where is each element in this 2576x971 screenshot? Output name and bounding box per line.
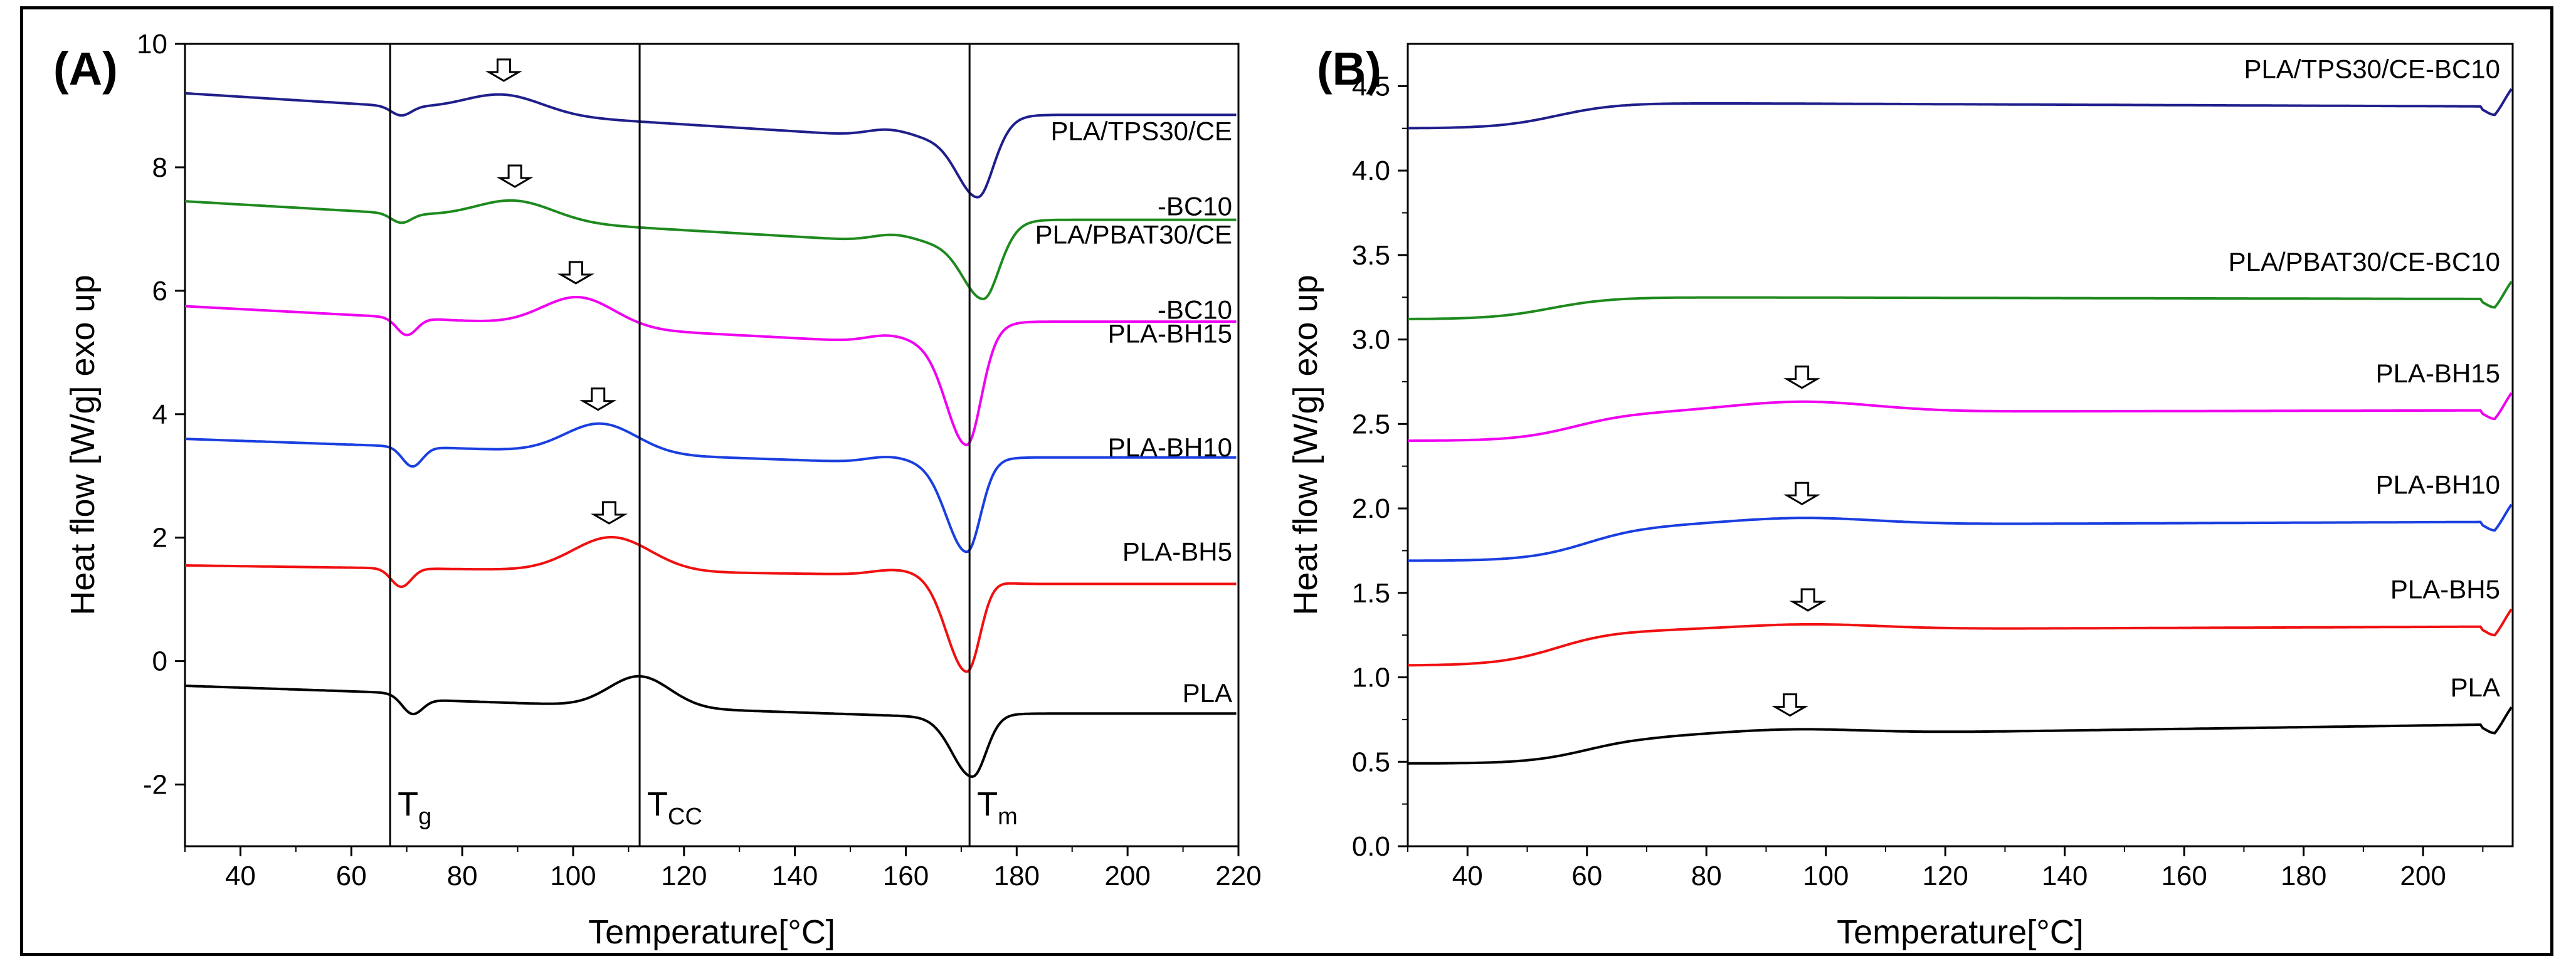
plot-area-border (184, 43, 1240, 848)
x-tick-label: 160 (2161, 861, 2207, 891)
x-tick-label: 180 (994, 861, 1040, 891)
series-line-pla-tps30-ce (185, 92, 1237, 199)
x-tick-label: 60 (1571, 861, 1602, 891)
y-tick-label: 4.0 (1352, 155, 1390, 186)
reference-label: Tm (977, 785, 1018, 830)
peak-arrow-marker (485, 58, 522, 82)
y-tick-label: 8 (152, 152, 167, 183)
x-tick-label: 100 (550, 861, 596, 891)
series-label: PLA-BH15 (1108, 318, 1232, 348)
series-line-pla-pbat30-ce (185, 199, 1237, 301)
x-tick-label: 100 (1803, 861, 1849, 891)
series-label: PLA-BH10 (2376, 470, 2500, 500)
reference-label-sub: g (418, 804, 431, 830)
series-label: PLA/TPS30/CE-BC10 (2244, 55, 2500, 84)
reference-label-sub: CC (668, 804, 702, 830)
y-axis-title: Heat flow [W/g] exo up (64, 275, 102, 615)
figure-frame (20, 6, 2553, 956)
y-tick-label: 2.5 (1352, 409, 1390, 439)
series-line-pla-bh15 (185, 296, 1237, 446)
x-tick-label: 140 (2042, 861, 2088, 891)
series-label: PLA/TPS30/CE (1051, 117, 1232, 146)
x-tick-label: 140 (772, 861, 818, 891)
series-label: PLA/PBAT30/CE-BC10 (2229, 247, 2500, 276)
x-tick-label: 60 (336, 861, 367, 891)
y-tick-label: 0.0 (1352, 831, 1390, 862)
series-line-pla-bh10 (1408, 503, 2513, 562)
x-tick-label: 200 (1104, 861, 1150, 891)
series-line-pla-pbat30-ce-bc10 (1408, 280, 2513, 320)
series-line-pla-bh10 (185, 422, 1237, 554)
series-label: PLA-BH10 (1108, 433, 1232, 462)
series-label: PLA-BH5 (2390, 575, 2500, 604)
peak-arrow-marker (579, 387, 617, 411)
peak-arrow-marker (496, 164, 534, 188)
x-axis-title: Temperature[°C] (1837, 913, 2084, 951)
y-tick-label: 4 (152, 399, 167, 430)
x-tick-label: 120 (1922, 861, 1968, 891)
y-tick-label: 1.0 (1352, 663, 1390, 693)
series-label: PLA/PBAT30/CE (1035, 219, 1232, 249)
reference-label-main: T (647, 785, 668, 823)
reference-label-main: T (398, 785, 418, 823)
series-line-pla-bh5 (1408, 608, 2513, 667)
peak-arrow-marker (590, 501, 628, 525)
panel-label: (A) (53, 43, 118, 95)
series-line-pla-tps30-ce-bc10 (1408, 88, 2513, 130)
y-tick-label: 0 (152, 646, 167, 677)
peak-arrow-marker (1771, 693, 1809, 717)
series-label-line2: -BC10 (1158, 295, 1232, 324)
series-label: PLA-BH15 (2376, 359, 2500, 388)
x-tick-label: 220 (1215, 861, 1261, 891)
peak-arrow-marker (1783, 481, 1821, 505)
series-line-pla (185, 674, 1237, 779)
y-tick-label: 2 (152, 523, 167, 554)
reference-label-main: T (977, 785, 998, 823)
reference-label-sub: m (998, 804, 1018, 830)
reference-label: TCC (647, 785, 702, 830)
x-tick-label: 40 (225, 861, 256, 891)
y-tick-label: -2 (143, 770, 167, 800)
series-line-pla-bh5 (185, 535, 1237, 673)
x-tick-label: 160 (883, 861, 929, 891)
series-label: PLA (1183, 678, 1232, 708)
x-axis-title: Temperature[°C] (588, 913, 835, 951)
x-tick-label: 80 (447, 861, 478, 891)
x-tick-label: 180 (2281, 861, 2326, 891)
series-label-line2: -BC10 (1158, 192, 1232, 221)
panel-a: 40 60 80 100 120 140 160 180 200 220 -2 0 2 4 6 8 10 Temp… (53, 29, 1262, 951)
y-tick-label: 4.5 (1352, 71, 1390, 102)
x-tick-label: 80 (1691, 861, 1722, 891)
panel-label: (B) (1317, 43, 1381, 95)
series-line-pla-bh15 (1408, 392, 2513, 443)
y-tick-label: 3.5 (1352, 240, 1390, 271)
series-line-pla (1408, 706, 2513, 765)
reference-label: Tg (398, 785, 431, 830)
peak-arrow-marker (1783, 365, 1821, 389)
peak-arrow-marker (1789, 588, 1827, 612)
y-tick-label: 10 (137, 29, 167, 60)
x-tick-label: 200 (2400, 861, 2446, 891)
x-tick-label: 120 (661, 861, 707, 891)
panel-b: 40 60 80 100 120 140 160 180 200 0.0 0.5 1.0 1.5 2.0 2… (1287, 43, 2514, 951)
y-tick-label: 0.5 (1352, 747, 1390, 777)
peak-arrow-marker (557, 261, 594, 285)
y-tick-label: 6 (152, 276, 167, 307)
y-tick-label: 2.0 (1352, 493, 1390, 524)
y-tick-label: 3.0 (1352, 325, 1390, 355)
y-tick-label: 1.5 (1352, 578, 1390, 609)
series-label: PLA (2451, 673, 2500, 702)
series-label: PLA-BH5 (1122, 537, 1232, 566)
x-tick-label: 40 (1452, 861, 1483, 891)
plot-area-border (1407, 43, 2514, 848)
y-axis-title: Heat flow [W/g] exo up (1287, 275, 1324, 615)
